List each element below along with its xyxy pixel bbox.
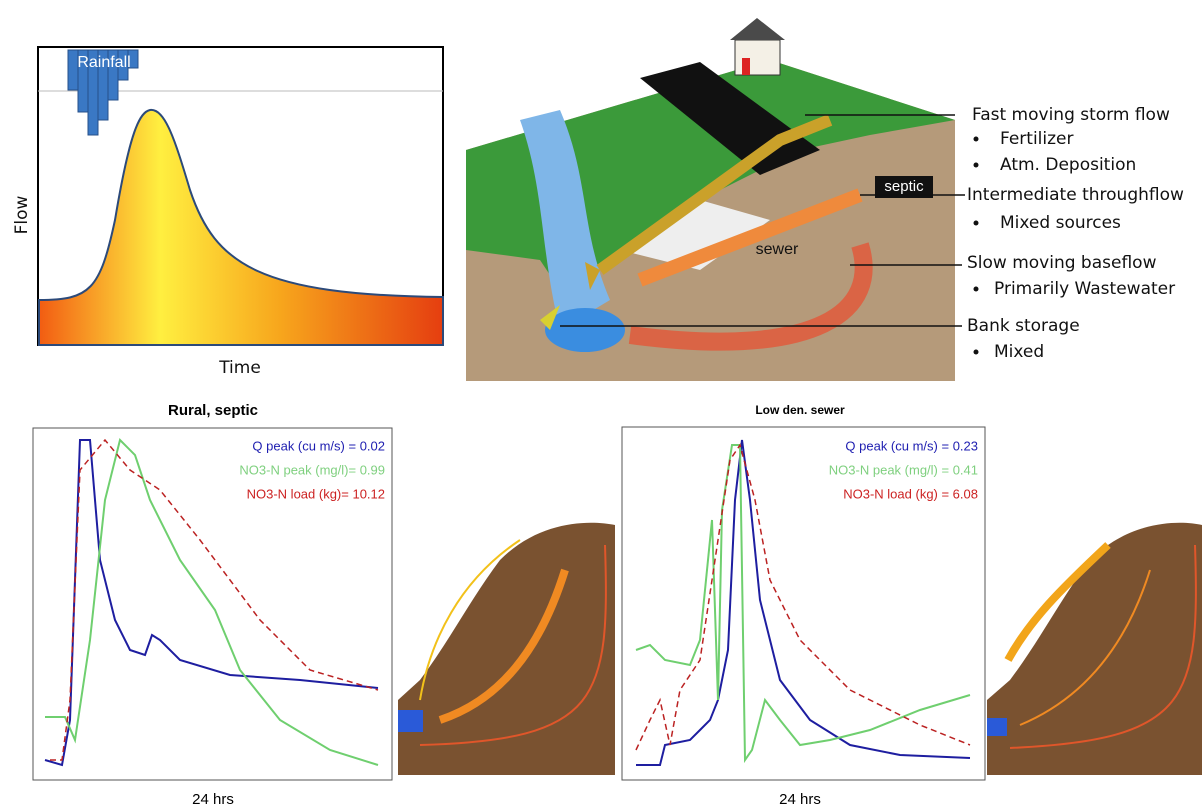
bank-arrow xyxy=(540,305,560,330)
rain-label: Rainfall xyxy=(77,54,130,71)
hillslope xyxy=(398,515,615,775)
pipe xyxy=(620,200,770,270)
load-curve xyxy=(50,438,379,761)
hillslope xyxy=(987,515,1202,775)
flow-title: Slow moving baseflow xyxy=(967,253,1157,273)
panel-frame xyxy=(32,427,393,781)
stream-pool xyxy=(545,308,625,352)
leader-lines xyxy=(560,114,965,327)
house xyxy=(730,18,785,76)
x-label: 24 hrs xyxy=(192,791,234,808)
load-curve xyxy=(635,443,971,751)
flow-item: Fertilizer xyxy=(1000,129,1074,149)
hydrograph: Rainfall Flow Time xyxy=(12,46,444,378)
stat: Q peak (cu m/s) = 0.23 xyxy=(845,438,978,453)
stat: NO3-N peak (mg/l)= 0.99 xyxy=(239,462,385,477)
q-curve xyxy=(636,439,971,766)
x-label: 24 hrs xyxy=(779,791,821,808)
rain-bars xyxy=(67,49,139,136)
septic-label: septic xyxy=(884,178,924,195)
storm-arrowhead xyxy=(585,262,600,290)
flow-title: Intermediate throughflow xyxy=(967,185,1184,205)
panel-title: Rural, septic xyxy=(168,402,258,419)
flow-item: Mixed xyxy=(994,342,1044,362)
panel: Low den. sewer Q peak (cu m/s) = 0.23 NO… xyxy=(621,403,1202,808)
flow-item: Primarily Wastewater xyxy=(994,279,1175,299)
stat: NO3-N load (kg) = 6.08 xyxy=(843,486,978,501)
flow-item: Atm. Deposition xyxy=(1000,155,1136,175)
x-label: Time xyxy=(218,358,261,378)
flow-title: Fast moving storm flow xyxy=(972,105,1170,125)
panel-title: Low den. sewer xyxy=(755,403,845,417)
flow-item: Mixed sources xyxy=(1000,213,1121,233)
stat: Q peak (cu m/s) = 0.02 xyxy=(252,438,385,453)
watershed-diagram: septic sewer xyxy=(466,13,965,381)
storm-arrow xyxy=(596,114,833,275)
y-label: Flow xyxy=(12,196,32,235)
flow-title: Bank storage xyxy=(967,316,1080,336)
throughflow-arrow xyxy=(637,188,863,287)
stat: NO3-N peak (mg/l) = 0.41 xyxy=(829,462,978,477)
stat: NO3-N load (kg)= 10.12 xyxy=(247,486,385,501)
sewer-label: sewer xyxy=(756,241,799,258)
panel: Rural, septic Q peak (cu m/s) = 0.02 NO3… xyxy=(32,402,615,808)
hydrograph-curve xyxy=(38,108,444,346)
baseflow-arrow xyxy=(628,242,873,351)
septic-box xyxy=(875,176,933,198)
flow-legend: Fast moving storm flow Fertilizer Atm. D… xyxy=(967,105,1184,362)
panel-frame xyxy=(621,426,986,781)
